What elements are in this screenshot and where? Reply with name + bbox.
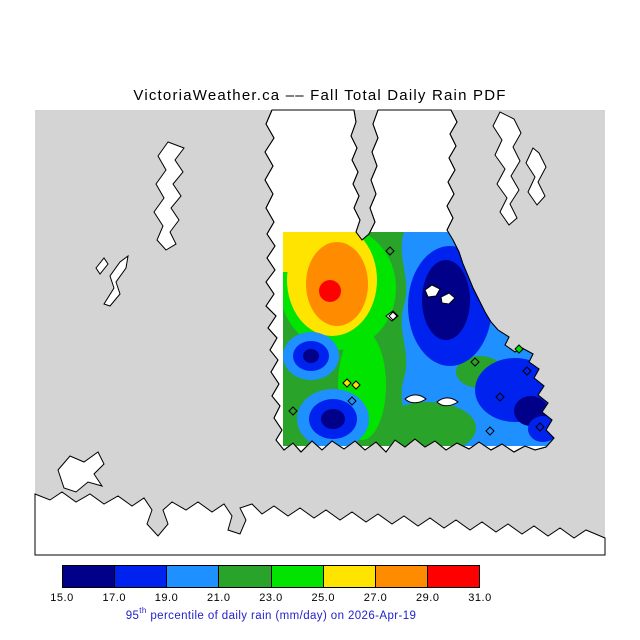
colorbar-tick-label: 21.0 [207, 592, 231, 604]
colorbar-segment [219, 566, 272, 587]
colorbar-segment [427, 566, 479, 587]
islet-outline [440, 292, 456, 305]
colorbar-tick-label: 31.0 [468, 592, 492, 604]
contour-band [303, 349, 319, 363]
plot-title: VictoriaWeather.ca –– Fall Total Daily R… [133, 87, 507, 104]
contour-band [319, 280, 341, 302]
station-marker [514, 344, 524, 354]
island-gulf-b [525, 147, 547, 206]
station-marker [351, 380, 361, 390]
colorbar-segment [271, 566, 324, 587]
islet-outline [424, 284, 441, 298]
lagoon-outline [436, 397, 459, 407]
station-marker [485, 426, 495, 436]
lagoon-outline [404, 394, 427, 404]
colorbar-tick-label: 25.0 [311, 592, 335, 604]
station-marker [388, 311, 398, 321]
caption-superscript: th [139, 606, 147, 615]
island-west-c [95, 257, 109, 275]
island-west-b [103, 254, 129, 307]
colorbar [62, 565, 480, 588]
contour-band [380, 402, 476, 446]
colorbar-tick-label: 29.0 [416, 592, 440, 604]
colorbar-segment [375, 566, 428, 587]
caption: 95th percentile of daily rain (mm/day) o… [42, 606, 500, 622]
colorbar-segment [115, 566, 168, 587]
colorbar-tick-label: 27.0 [363, 592, 388, 604]
coast-south [34, 491, 606, 556]
station-marker [495, 392, 505, 402]
colorbar-tick-label: 23.0 [259, 592, 283, 604]
colorbar-segment [63, 566, 116, 587]
station-marker [342, 378, 352, 388]
station-marker [347, 396, 357, 406]
contour-band [321, 409, 345, 429]
station-markers [288, 246, 545, 436]
station-marker [470, 357, 480, 367]
caption-value: 95 [125, 609, 140, 622]
colorbar-segment [167, 566, 220, 587]
island-gulf-a [492, 111, 522, 226]
island-west-a [153, 141, 185, 251]
station-marker [522, 366, 532, 376]
colorbar-segment [323, 566, 376, 587]
coastline-overlay [264, 109, 555, 453]
station-marker [385, 246, 395, 256]
colorbar-tick-label: 19.0 [154, 592, 179, 604]
island-south [57, 451, 105, 493]
station-marker [288, 406, 298, 416]
colorbar-tick-label: 15.0 [50, 592, 74, 604]
caption-text: percentile of daily rain (mm/day) on 202… [146, 609, 417, 622]
station-marker [535, 422, 545, 432]
colorbar-ticks: 15.0 17.0 19.0 21.0 23.0 25.0 27.0 29.0 31.0 [50, 592, 491, 606]
colorbar-tick-label: 17.0 [102, 592, 126, 604]
